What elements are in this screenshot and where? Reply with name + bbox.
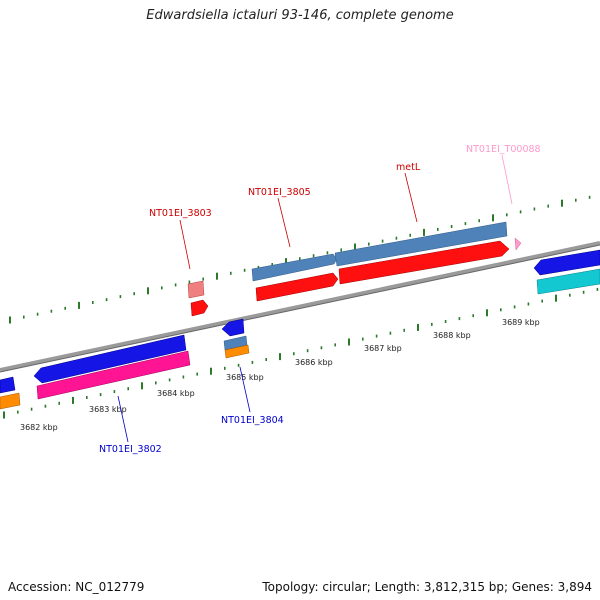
gene-feature-cyan-right[interactable] bbox=[536, 268, 600, 295]
tick-label-3685: 3685 kbp bbox=[226, 373, 264, 382]
tick-label-3689: 3689 kbp bbox=[502, 318, 540, 327]
gene-feature-red-2[interactable] bbox=[338, 240, 510, 285]
gene-feature-blue-left[interactable] bbox=[0, 376, 16, 394]
gene-feature-blue-right[interactable] bbox=[533, 249, 600, 276]
tick-label-3687: 3687 kbp bbox=[364, 344, 402, 353]
gene-label-metL: metL bbox=[396, 162, 421, 173]
gene-label-3803: NT01EI_3803 bbox=[149, 208, 212, 219]
gene-label-3804: NT01EI_3804 bbox=[221, 415, 284, 426]
tick-label-3682: 3682 kbp bbox=[20, 423, 58, 432]
topology-text: Topology: circular; Length: 3,812,315 bp… bbox=[262, 580, 592, 594]
gene-feature-red-small[interactable] bbox=[190, 299, 209, 317]
gene-feature-magenta-long[interactable] bbox=[36, 350, 191, 400]
gene-label-T00088: NT01EI_T00088 bbox=[466, 144, 541, 155]
gene-feature-blue-long[interactable] bbox=[33, 334, 187, 384]
gene-feature-red-1[interactable] bbox=[255, 272, 339, 302]
lower-tick-row bbox=[3, 287, 599, 419]
callout-line-3805 bbox=[277, 197, 291, 248]
accession-text: Accession: NC_012779 bbox=[8, 580, 145, 594]
gene-feature-orange-left[interactable] bbox=[0, 392, 21, 410]
trna-feature-pink[interactable] bbox=[514, 237, 522, 251]
upper-tick-row bbox=[9, 195, 591, 324]
gene-feature-blue-small[interactable] bbox=[221, 318, 245, 337]
gene-feature-orange-small[interactable] bbox=[224, 344, 250, 359]
tick-label-3684: 3684 kbp bbox=[157, 389, 195, 398]
callout-line-3802 bbox=[117, 395, 129, 443]
gene-feature-pink-small[interactable] bbox=[187, 280, 205, 299]
tick-label-3683: 3683 kbp bbox=[89, 405, 127, 414]
gene-label-3805: NT01EI_3805 bbox=[248, 187, 311, 198]
gene-feature-steelblue-2[interactable] bbox=[334, 221, 508, 267]
tick-label-3688: 3688 kbp bbox=[433, 331, 471, 340]
tick-label-3686: 3686 kbp bbox=[295, 358, 333, 367]
callout-line-3804 bbox=[239, 366, 251, 413]
map-title: Edwardsiella ictaluri 93-146, complete g… bbox=[146, 8, 454, 23]
callout-line-3803 bbox=[179, 219, 191, 270]
genome-backbone bbox=[0, 241, 600, 372]
callout-line-T00088 bbox=[501, 154, 513, 205]
gene-feature-steelblue-1[interactable] bbox=[251, 253, 338, 282]
callout-line-metL bbox=[404, 172, 418, 223]
gene-label-3802: NT01EI_3802 bbox=[99, 444, 162, 455]
